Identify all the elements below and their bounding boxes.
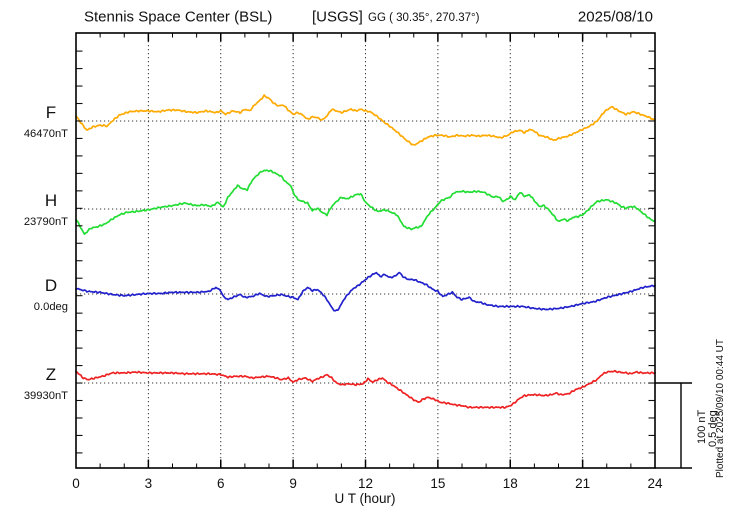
x-tick-label-18: 18 (503, 476, 518, 491)
gridlines (147, 33, 584, 468)
trace-F (75, 94, 656, 146)
station-title: Stennis Space Center (BSL) (84, 9, 272, 26)
trace-value-D: 0.0deg (34, 301, 68, 313)
plot-date: 2025/08/10 (578, 9, 653, 26)
x-tick-labels: 0 3 6 9 12 15 18 21 24 (72, 476, 663, 491)
org-label: [USGS] (312, 9, 363, 26)
trace-label-H: H (45, 191, 57, 210)
x-tick-label-3: 3 (145, 476, 153, 491)
x-axis-title: U T (hour) (334, 491, 395, 506)
x-tick-label-21: 21 (575, 476, 590, 491)
trace-Z (75, 369, 656, 409)
geo-coords: GG ( 30.35°, 270.37°) (368, 12, 480, 24)
trace-label-Z: Z (46, 365, 56, 384)
scalebar-deg-label: 0.5 deg (707, 410, 719, 447)
plot-frame (75, 32, 656, 469)
trace-label-D: D (45, 276, 57, 295)
plotted-at-note: Plotted at 2025/09/10 00:44 UT (715, 339, 726, 478)
x-tick-label-9: 9 (289, 476, 297, 491)
traces (75, 94, 656, 409)
trace-value-H: 23790nT (24, 216, 68, 228)
scale-bar: 100 nT 0.5 deg (655, 382, 719, 469)
x-tick-label-0: 0 (72, 476, 80, 491)
axis-ticks (76, 33, 655, 468)
trace-D (75, 271, 656, 312)
x-tick-label-15: 15 (430, 476, 445, 491)
trace-H (75, 169, 656, 235)
trace-value-Z: 39930nT (24, 390, 68, 402)
scalebar-nt-label: 100 nT (696, 409, 708, 444)
trace-baselines (76, 120, 655, 384)
x-tick-label-12: 12 (358, 476, 373, 491)
x-tick-label-6: 6 (217, 476, 225, 491)
trace-value-F: 46470nT (24, 128, 68, 140)
trace-label-F: F (46, 103, 56, 122)
x-tick-label-24: 24 (647, 476, 663, 491)
series-labels: F 46470nT H 23790nT D 0.0deg Z 39930nT (24, 103, 68, 402)
